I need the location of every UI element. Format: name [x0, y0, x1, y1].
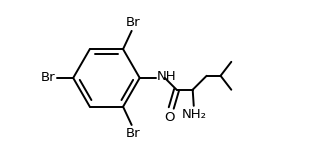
Text: O: O	[164, 111, 175, 124]
Text: Br: Br	[41, 71, 56, 84]
Text: NH: NH	[157, 70, 176, 83]
Text: Br: Br	[125, 127, 140, 140]
Text: Br: Br	[125, 16, 140, 29]
Text: NH₂: NH₂	[181, 108, 206, 121]
